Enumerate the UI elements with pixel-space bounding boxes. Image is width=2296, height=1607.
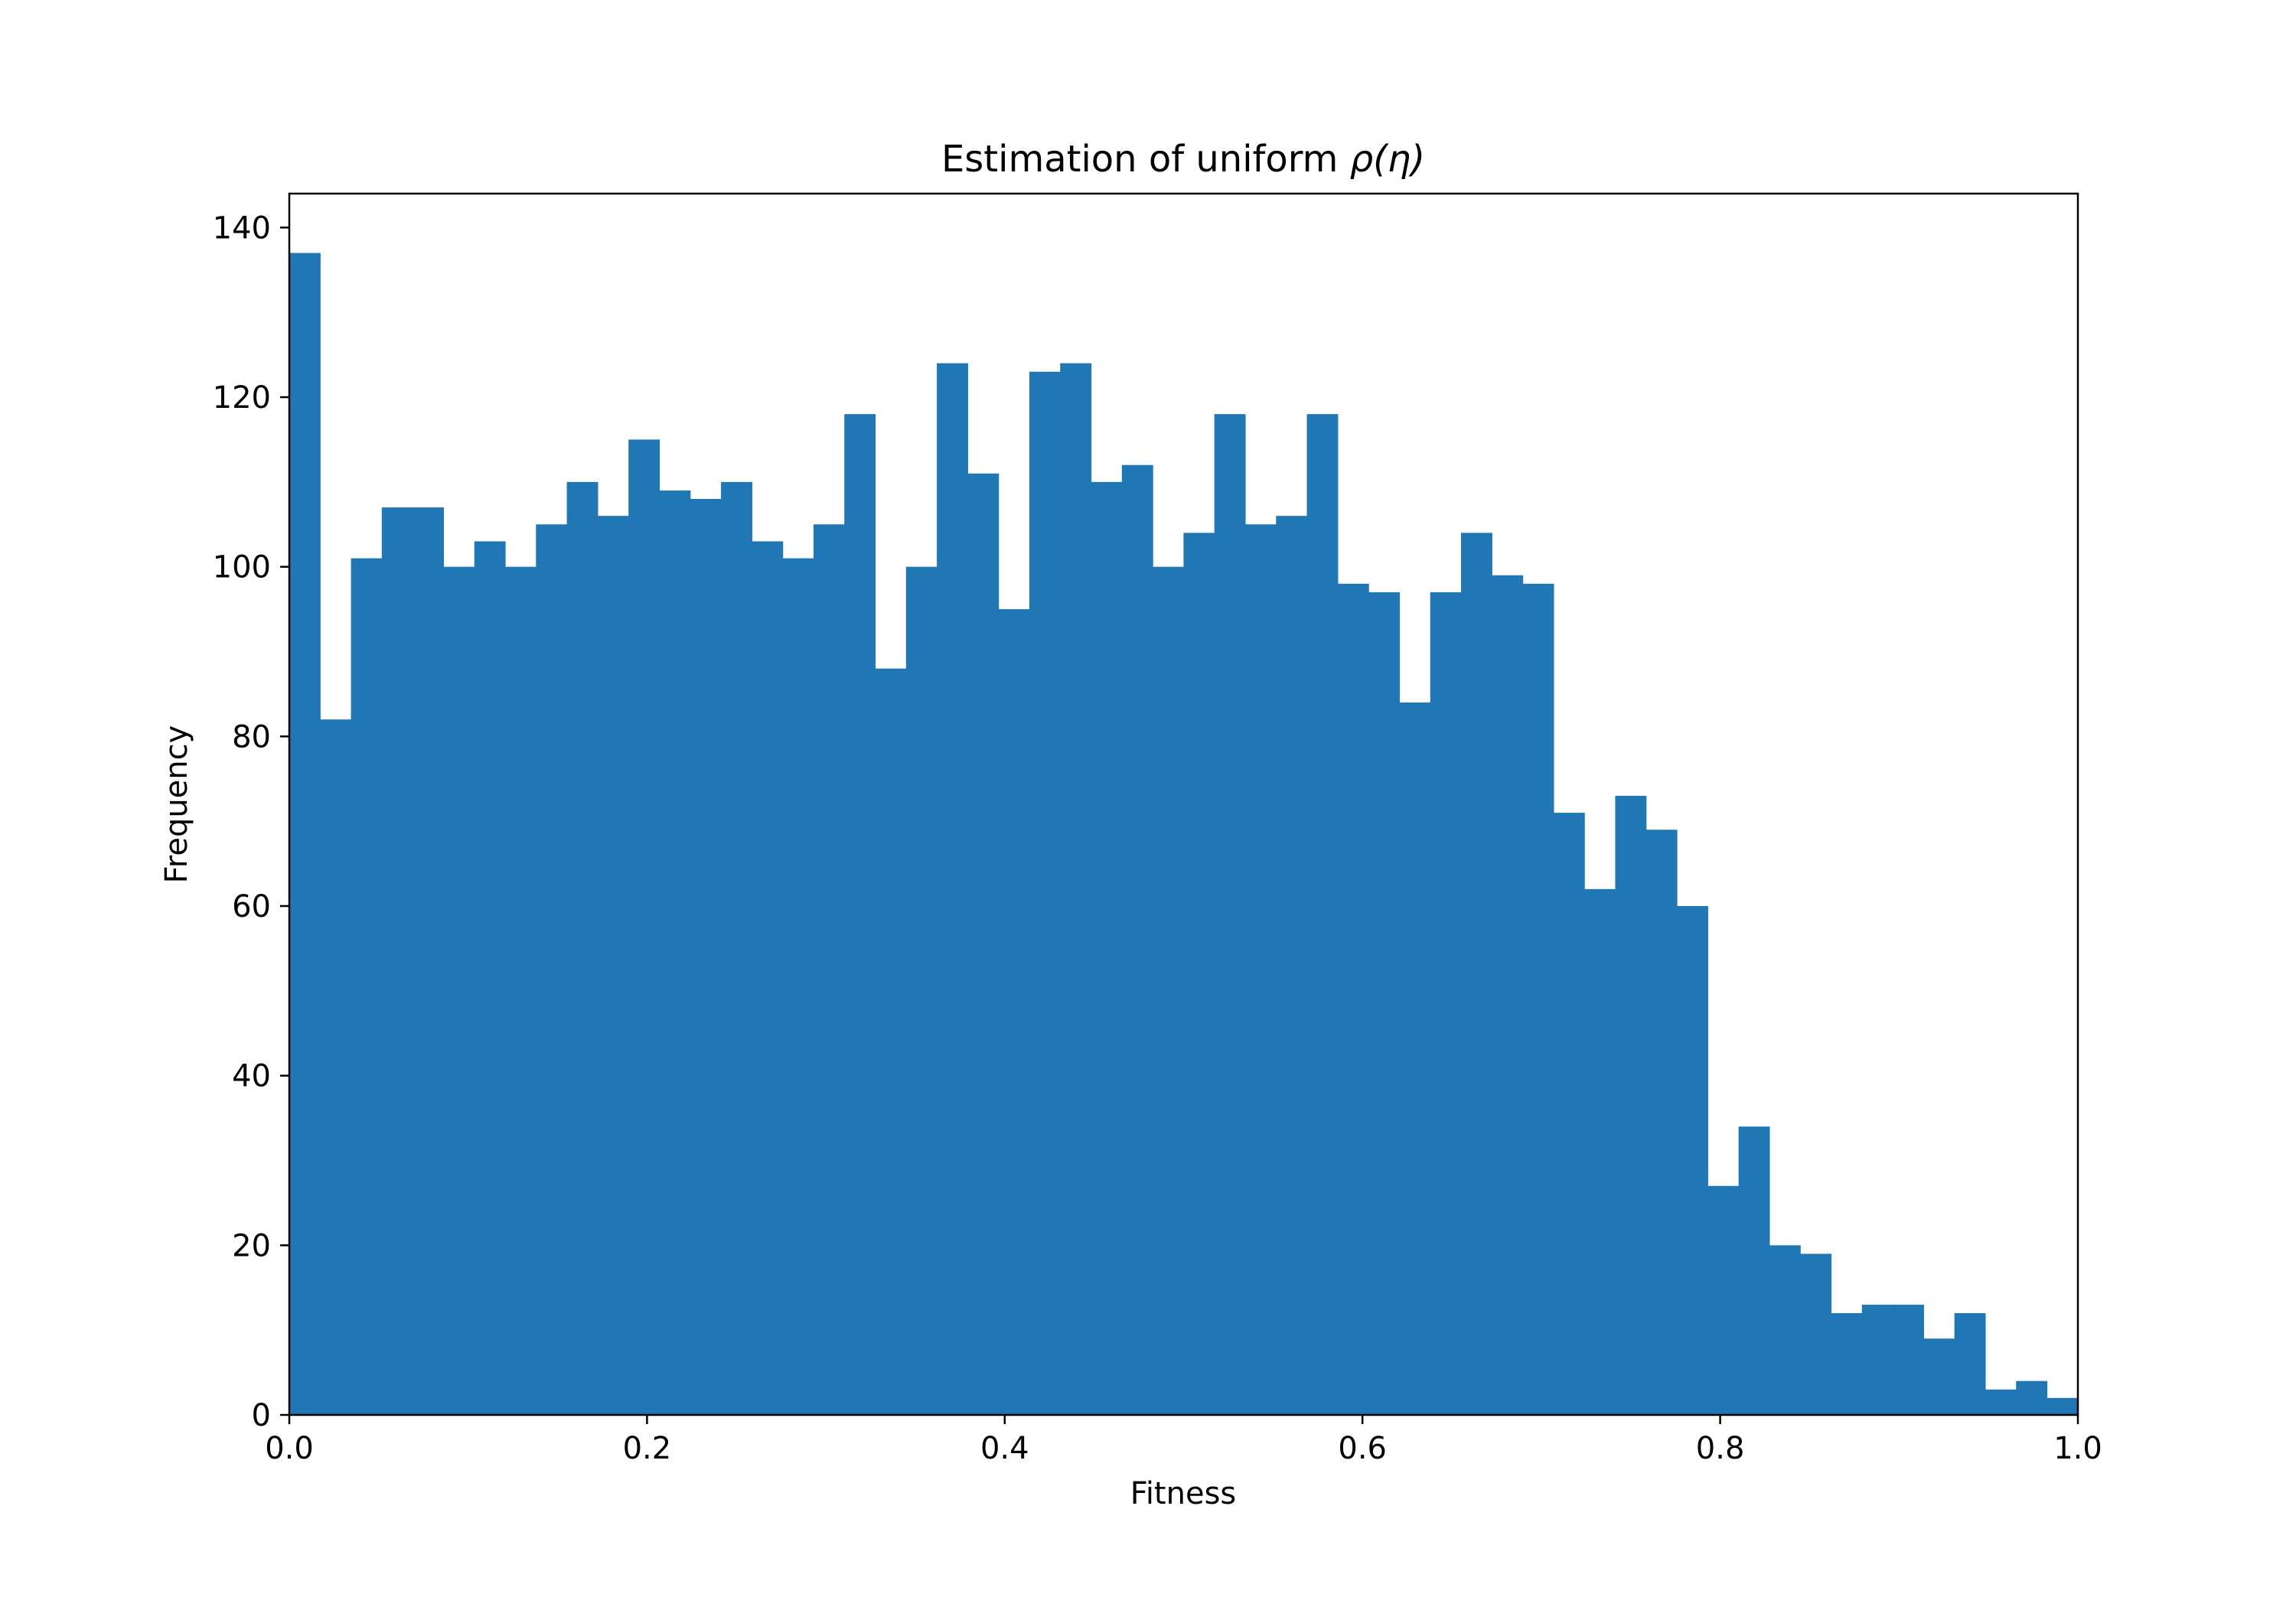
histogram-bar	[1368, 592, 1401, 1415]
histogram-bar	[1893, 1304, 1924, 1415]
histogram-bar	[2016, 1380, 2048, 1415]
histogram-bar	[690, 499, 722, 1415]
histogram-bar	[721, 481, 752, 1416]
histogram-bar	[474, 541, 506, 1415]
plot-frame	[288, 192, 2079, 1416]
y-tick-label: 80	[232, 719, 271, 755]
histogram-bar	[2047, 1397, 2079, 1415]
x-tick-label: 0.0	[265, 1431, 314, 1466]
histogram-bar	[351, 558, 383, 1416]
histogram-bar	[1153, 566, 1185, 1415]
histogram-bar	[1306, 414, 1339, 1415]
x-tick-label: 1.0	[2053, 1431, 2102, 1466]
histogram-bar	[1492, 575, 1524, 1415]
histogram-bar	[905, 566, 938, 1415]
histogram-bar	[1645, 830, 1678, 1415]
histogram-bar	[1060, 363, 1092, 1416]
x-axis-label: Fitness	[1130, 1476, 1237, 1511]
histogram-bar	[1091, 481, 1123, 1416]
histogram-bar	[505, 566, 536, 1415]
x-tick-label: 0.6	[1338, 1431, 1387, 1466]
histogram-bar	[1769, 1245, 1801, 1415]
histogram-bar	[1707, 1185, 1740, 1415]
histogram-bar	[443, 566, 475, 1415]
x-tick-label: 0.8	[1696, 1431, 1745, 1466]
histogram-bar	[813, 524, 845, 1415]
histogram-bar	[597, 516, 629, 1415]
y-axis-label: Frequency	[159, 725, 194, 884]
y-tick-label: 0	[252, 1398, 271, 1433]
chart-title-math: ρ(η)	[1350, 138, 1425, 181]
histogram-bar	[967, 473, 1000, 1415]
histogram-bar	[1553, 813, 1585, 1415]
histogram-bar	[1522, 583, 1554, 1416]
y-tick-label: 20	[232, 1228, 271, 1263]
x-axis-ticks: 0.0 0.2 0.4 0.6 0.8 1.0	[265, 1415, 2102, 1466]
histogram-bar	[782, 558, 814, 1416]
y-tick-label: 40	[232, 1059, 271, 1094]
histogram-bar	[536, 524, 568, 1415]
histogram-bar	[628, 439, 660, 1415]
histogram-bar	[752, 541, 784, 1415]
histogram-bar	[1831, 1313, 1863, 1415]
x-tick-label: 0.2	[623, 1431, 672, 1466]
histogram-bar	[566, 481, 598, 1416]
histogram-bars	[289, 253, 2079, 1416]
histogram-bar	[998, 609, 1030, 1416]
histogram-bar	[1399, 702, 1431, 1415]
histogram-bar	[659, 490, 691, 1415]
histogram-bar	[1461, 533, 1492, 1416]
histogram-bar	[1738, 1126, 1770, 1415]
histogram-bar	[320, 719, 352, 1415]
y-tick-label: 60	[232, 889, 271, 924]
y-axis-ticks: 0 20 40 60 80 100 120 140	[213, 210, 289, 1433]
histogram-bar	[1985, 1389, 2017, 1415]
histogram-bar	[1954, 1313, 1986, 1415]
histogram-bar	[1214, 414, 1246, 1415]
histogram-bar	[1183, 533, 1215, 1416]
histogram-bar	[1861, 1304, 1893, 1415]
histogram-bar	[1615, 795, 1647, 1415]
histogram-bar	[289, 253, 321, 1415]
histogram-bar	[1029, 371, 1061, 1415]
histogram-bar	[381, 507, 413, 1416]
histogram-bar	[1584, 888, 1616, 1415]
histogram-bar	[844, 414, 876, 1415]
histogram-bar	[1800, 1253, 1832, 1415]
histogram-bar	[1677, 906, 1708, 1415]
histogram-bar	[1923, 1338, 1955, 1415]
chart-title-text: Estimation of uniform	[941, 138, 1350, 181]
y-tick-label: 140	[213, 210, 271, 246]
x-tick-label: 0.4	[980, 1431, 1029, 1466]
histogram-bar	[1244, 524, 1277, 1415]
histogram-bar	[1276, 516, 1308, 1415]
y-tick-label: 100	[213, 550, 271, 585]
histogram-bar	[937, 363, 968, 1416]
y-tick-label: 120	[213, 380, 271, 416]
histogram-bar	[1121, 464, 1153, 1415]
chart-title: Estimation of uniform ρ(η)	[941, 138, 1425, 181]
histogram-bar	[413, 507, 445, 1416]
histogram-bar	[1430, 592, 1462, 1415]
histogram-bar	[1337, 583, 1369, 1416]
histogram-bar	[875, 668, 907, 1415]
